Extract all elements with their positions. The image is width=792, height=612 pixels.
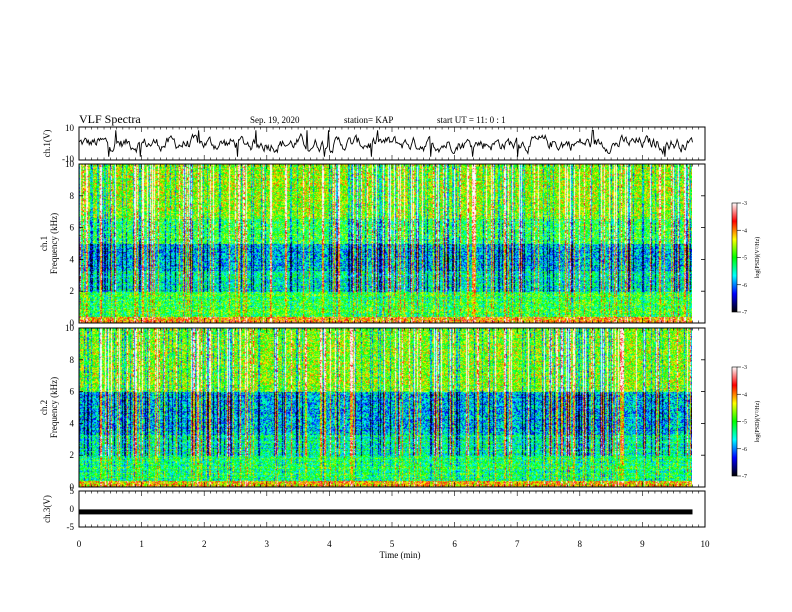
- colorbar-tick-label: -5: [742, 420, 747, 426]
- colorbar-tick-label: -4: [742, 228, 747, 234]
- frequency-tick-label: 0: [70, 482, 75, 492]
- time-tick-label: 9: [640, 539, 645, 549]
- time-tick-label: 3: [265, 539, 270, 549]
- ch1-colorbar-label: log(PSD)(V²/Hz): [754, 237, 761, 278]
- ch2-spectrogram-image: [79, 328, 692, 487]
- ch2-colorbar-label: log(PSD)(V²/Hz): [754, 401, 761, 442]
- frequency-tick-label: 2: [70, 286, 75, 296]
- time-tick-label: 7: [515, 539, 520, 549]
- ch3-waveform-ylabel: ch.3(V): [42, 495, 52, 523]
- header-date: Sep. 19, 2020: [250, 115, 300, 125]
- ch1-colorbar-ticks: -3 -4 -5 -6 -7: [737, 201, 747, 316]
- ch1-spectrogram-image: [79, 164, 692, 323]
- chart-title: VLF Spectra: [79, 112, 141, 126]
- frequency-tick-label: 6: [70, 223, 75, 233]
- frequency-tick-label: 4: [70, 254, 75, 264]
- time-tick-label: 2: [202, 539, 207, 549]
- ch2-spectrogram-ylabel-frequency: Frequency (kHz): [49, 377, 59, 438]
- ch1-colorbar-scale: [731, 202, 738, 313]
- time-axis-ticks: [78, 127, 706, 527]
- ch2-spectrogram-ylabel-channel: ch.2: [39, 400, 49, 415]
- colorbar-tick-label: -7: [742, 474, 747, 480]
- colorbar-tick-label: -7: [742, 310, 747, 316]
- ch1-colorbar: -3 -4 -5 -6 -7 log(PSD)(V²/Hz): [731, 201, 761, 316]
- colorbar-tick-label: -5: [742, 256, 747, 262]
- time-tick-label: 4: [327, 539, 332, 549]
- header-start-time: start UT = 11: 0 : 1: [437, 115, 506, 125]
- ch3-waveform-yticks: 5 0 -5: [67, 486, 75, 532]
- ch1-waveform-line: [78, 129, 693, 157]
- colorbar-tick-label: -3: [742, 201, 747, 207]
- spectrogram-raster: [79, 164, 692, 323]
- time-tick-label: 8: [578, 539, 583, 549]
- time-tick-label: 6: [452, 539, 457, 549]
- ch2-colorbar-scale: [731, 366, 738, 477]
- colorbar-tick-label: -3: [742, 365, 747, 371]
- time-tick-label: 1: [139, 539, 144, 549]
- time-axis-labels: 0 1 2 3 4 5 6 7 8 9 10: [77, 539, 710, 549]
- frequency-tick-label: 4: [70, 418, 75, 428]
- ch3-ytick-label: -5: [67, 522, 75, 532]
- ch3-waveform-frame: [78, 490, 706, 528]
- ch1-frequency-ticks: 0 2 4 6 8 10: [65, 159, 705, 328]
- colorbar-tick-label: -4: [742, 392, 747, 398]
- ch3-waveform-trace: [79, 509, 693, 515]
- ch1-spectrogram-ylabel-frequency: Frequency (kHz): [49, 213, 59, 274]
- time-tick-label: 10: [701, 539, 711, 549]
- ch1-spectrogram-panel: 0 2 4 6 8 10 ch.1 Frequency (kHz) -3 -4 -5 -6 -7 …: [39, 159, 761, 328]
- ch1-waveform-trace: [78, 129, 693, 157]
- time-tick-label: 5: [390, 539, 395, 549]
- header-station: station= KAP: [344, 115, 393, 125]
- ch1-waveform-ylabel: ch.1(V): [42, 130, 52, 158]
- frequency-tick-label: 8: [70, 191, 75, 201]
- frequency-tick-label: 8: [70, 355, 75, 365]
- ch2-spectrogram-panel: 0 2 4 6 8 10 ch.2 Frequency (kHz) -3 -4 -5 -6 -7 …: [39, 323, 761, 492]
- ch2-colorbar-ticks: -3 -4 -5 -6 -7: [737, 365, 747, 480]
- frequency-tick-label: 6: [70, 387, 75, 397]
- ch3-ytick-label: 0: [70, 504, 75, 514]
- ch2-frequency-ticks: 0 2 4 6 8 10: [65, 323, 705, 492]
- frequency-tick-label: 10: [65, 323, 75, 333]
- colorbar-tick-label: -6: [742, 447, 747, 453]
- frequency-tick-label: 10: [65, 159, 75, 169]
- time-axis-label: Time (min): [380, 550, 421, 560]
- time-tick-label: 0: [77, 539, 82, 549]
- ch1-ytick-top: 10: [65, 123, 75, 133]
- ch3-ytick-label: 5: [70, 486, 75, 496]
- frequency-tick-label: 0: [70, 318, 75, 328]
- ch2-colorbar: -3 -4 -5 -6 -7 log(PSD)(V²/Hz): [731, 365, 761, 480]
- spectrogram-raster: [79, 328, 692, 487]
- colorbar-tick-label: -6: [742, 283, 747, 289]
- ch1-spectrogram-ylabel-channel: ch.1: [39, 236, 49, 251]
- frequency-tick-label: 2: [70, 450, 75, 460]
- ch1-ytick-bottom: -10: [62, 154, 74, 164]
